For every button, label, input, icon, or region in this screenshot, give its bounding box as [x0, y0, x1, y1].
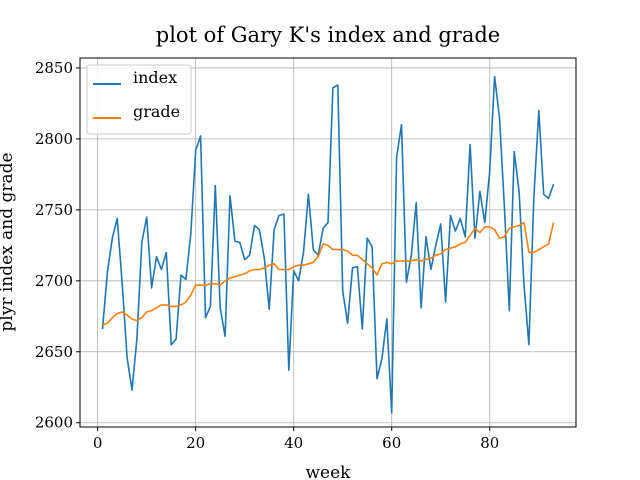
chart-title: plot of Gary K's index and grade — [156, 23, 500, 47]
series-layer — [101, 75, 555, 414]
y-tick-label: 2850 — [35, 59, 73, 77]
legend-label-index: index — [133, 68, 177, 87]
legend-box — [86, 64, 192, 135]
plot-area-frame — [79, 57, 577, 428]
x-tick-label: 20 — [186, 434, 205, 452]
y-tick-label: 2600 — [35, 414, 73, 432]
y-tick-label: 2750 — [35, 201, 73, 219]
y-tick-label: 2700 — [35, 272, 73, 290]
y-axis-label: plyr index and grade — [0, 152, 17, 331]
axis-ticks: 0 20 40 60 80 2600 2650 2700 2750 2800 2850 — [35, 59, 499, 452]
x-axis-label: week — [306, 463, 352, 480]
x-tick-label: 40 — [284, 434, 303, 452]
legend-label-grade: grade — [133, 102, 180, 121]
y-tick-label: 2650 — [35, 343, 73, 361]
series-line-index — [101, 75, 555, 414]
x-tick-label: 60 — [382, 434, 401, 452]
x-tick-label: 80 — [480, 434, 499, 452]
series-line-grade — [102, 221, 555, 326]
y-tick-label: 2800 — [35, 130, 73, 148]
x-tick-label: 0 — [93, 434, 103, 452]
legend: index grade — [86, 64, 192, 135]
